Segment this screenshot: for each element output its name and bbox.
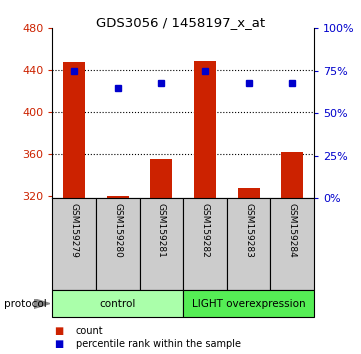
Bar — [52, 198, 96, 290]
Text: GSM159282: GSM159282 — [200, 203, 209, 258]
Bar — [183, 198, 227, 290]
Text: count: count — [76, 326, 104, 336]
Bar — [227, 198, 270, 290]
Bar — [140, 198, 183, 290]
Text: control: control — [100, 298, 136, 309]
Text: GSM159279: GSM159279 — [70, 203, 79, 258]
Bar — [281, 152, 303, 198]
Bar — [238, 188, 260, 198]
Text: GSM159281: GSM159281 — [157, 203, 166, 258]
Bar — [151, 159, 172, 198]
Bar — [183, 290, 314, 317]
Text: ■: ■ — [54, 339, 64, 349]
Bar — [96, 198, 140, 290]
Text: LIGHT overexpression: LIGHT overexpression — [192, 298, 305, 309]
Bar — [107, 196, 129, 198]
Text: GSM159280: GSM159280 — [113, 203, 122, 258]
Text: protocol: protocol — [4, 298, 46, 309]
Bar — [52, 290, 183, 317]
Text: percentile rank within the sample: percentile rank within the sample — [76, 339, 241, 349]
Text: ■: ■ — [54, 326, 64, 336]
Polygon shape — [34, 299, 50, 309]
Text: GSM159283: GSM159283 — [244, 203, 253, 258]
Bar — [270, 198, 314, 290]
Bar — [194, 61, 216, 198]
Bar — [63, 62, 85, 198]
Text: GDS3056 / 1458197_x_at: GDS3056 / 1458197_x_at — [96, 16, 265, 29]
Text: GSM159284: GSM159284 — [288, 203, 297, 258]
